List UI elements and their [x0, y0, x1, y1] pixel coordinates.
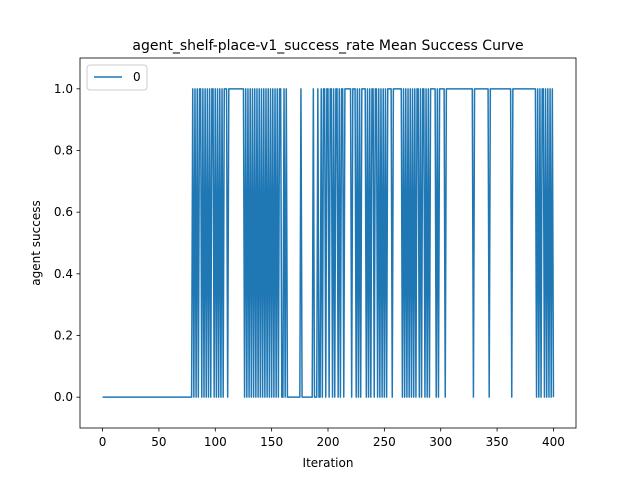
- x-tick-label: 250: [373, 435, 396, 449]
- x-tick-label: 50: [151, 435, 166, 449]
- y-tick-label: 0.2: [54, 329, 73, 343]
- y-axis-label: agent success: [29, 200, 43, 285]
- x-axis-ticks: 0 50 100 150 200 250 300 350 400: [99, 428, 565, 449]
- legend: 0: [86, 64, 148, 91]
- y-tick-label: 0.4: [54, 267, 73, 281]
- y-tick-label: 0.8: [54, 144, 73, 158]
- legend-label-0: 0: [133, 70, 141, 84]
- y-axis-ticks: 0.0 0.2 0.4 0.6 0.8 1.0: [54, 82, 80, 404]
- x-tick-label: 350: [486, 435, 509, 449]
- y-tick-label: 1.0: [54, 82, 73, 96]
- x-tick-label: 300: [429, 435, 452, 449]
- x-tick-label: 0: [99, 435, 107, 449]
- plot-area: [79, 57, 577, 429]
- chart-title: agent_shelf-place-v1_success_rate Mean S…: [132, 38, 523, 54]
- y-tick-label: 0.0: [54, 390, 73, 404]
- x-axis-label: Iteration: [303, 456, 354, 470]
- x-tick-label: 400: [542, 435, 565, 449]
- x-tick-label: 200: [317, 435, 340, 449]
- x-tick-label: 150: [260, 435, 283, 449]
- series-line-0: [102, 88, 555, 398]
- x-tick-label: 100: [204, 435, 227, 449]
- y-tick-label: 0.6: [54, 205, 73, 219]
